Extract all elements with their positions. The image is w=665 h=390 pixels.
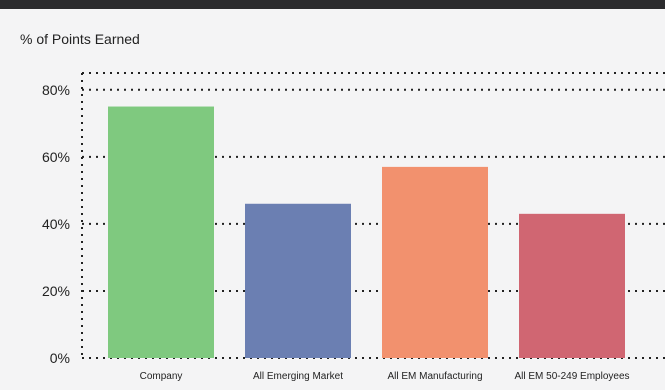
x-tick-label: All EM Manufacturing xyxy=(387,371,482,382)
y-tick-label: 20% xyxy=(42,283,70,299)
y-axis-ticks: 0% 20% 40% 60% 80% xyxy=(42,82,70,366)
y-tick-label: 40% xyxy=(42,216,70,232)
y-tick-label: 0% xyxy=(50,350,70,366)
chart-title: % of Points Earned xyxy=(20,31,140,47)
x-tick-label: All Emerging Market xyxy=(253,371,343,382)
x-tick-label: Company xyxy=(140,371,183,382)
y-tick-label: 80% xyxy=(42,82,70,98)
x-tick-label: All EM 50-249 Employees xyxy=(514,371,629,382)
y-tick-label: 60% xyxy=(42,149,70,165)
header-bar xyxy=(0,0,665,9)
bar xyxy=(519,213,625,358)
bar xyxy=(245,203,351,358)
bars xyxy=(108,106,625,358)
bar xyxy=(108,106,214,358)
x-axis-ticks: Company All Emerging Market All EM Manufac… xyxy=(140,371,630,382)
bar xyxy=(382,166,488,358)
